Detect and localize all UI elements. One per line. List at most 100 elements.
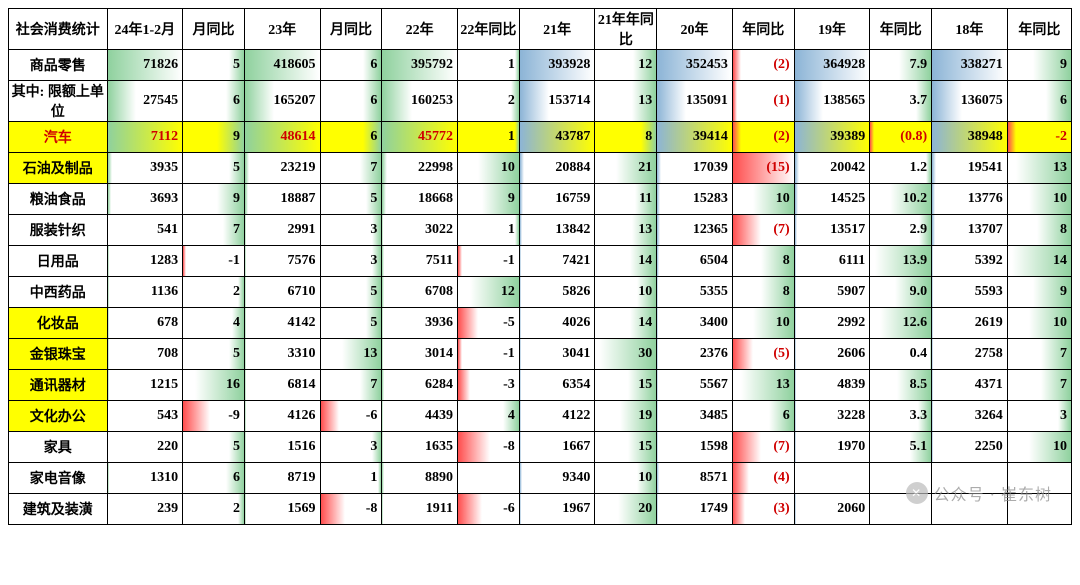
yoy-cell: 9: [183, 122, 245, 153]
yoy-cell: 8.5: [870, 370, 932, 401]
value-cell: [932, 463, 1008, 494]
value-cell: 20042: [794, 153, 870, 184]
table-row: 汽车7112948614645772143787839414(2)39389(0…: [9, 122, 1072, 153]
value-cell: 13842: [519, 215, 595, 246]
value-cell: 15283: [657, 184, 733, 215]
value-cell: 541: [107, 215, 183, 246]
yoy-cell: 10: [732, 184, 794, 215]
yoy-cell: (7): [732, 215, 794, 246]
value-cell: 27545: [107, 81, 183, 122]
column-header: 21年: [519, 9, 595, 50]
value-cell: 14525: [794, 184, 870, 215]
row-label: 金银珠宝: [9, 339, 108, 370]
value-cell: 8890: [382, 463, 458, 494]
yoy-cell: 7: [1007, 339, 1071, 370]
yoy-cell: 13: [595, 215, 657, 246]
yoy-cell: 5: [320, 308, 382, 339]
value-cell: 3400: [657, 308, 733, 339]
value-cell: 1667: [519, 432, 595, 463]
row-label: 建筑及装潢: [9, 494, 108, 525]
value-cell: 2250: [932, 432, 1008, 463]
value-cell: 1749: [657, 494, 733, 525]
value-cell: 160253: [382, 81, 458, 122]
yoy-cell: 1.2: [870, 153, 932, 184]
table-row: 粮油食品369391888751866891675911152831014525…: [9, 184, 1072, 215]
yoy-cell: (3): [732, 494, 794, 525]
yoy-cell: -8: [320, 494, 382, 525]
value-cell: 3041: [519, 339, 595, 370]
value-cell: 13776: [932, 184, 1008, 215]
value-cell: 18887: [244, 184, 320, 215]
value-cell: 136075: [932, 81, 1008, 122]
yoy-cell: -6: [457, 494, 519, 525]
column-header: 19年: [794, 9, 870, 50]
yoy-cell: (15): [732, 153, 794, 184]
yoy-cell: 3.7: [870, 81, 932, 122]
value-cell: 1598: [657, 432, 733, 463]
yoy-cell: [1007, 463, 1071, 494]
yoy-cell: -9: [183, 401, 245, 432]
value-cell: 1310: [107, 463, 183, 494]
yoy-cell: 3: [1007, 401, 1071, 432]
value-cell: 2992: [794, 308, 870, 339]
yoy-cell: 10: [1007, 184, 1071, 215]
row-label: 文化办公: [9, 401, 108, 432]
column-header: 年同比: [870, 9, 932, 50]
value-cell: 3022: [382, 215, 458, 246]
column-header: 22年同比: [457, 9, 519, 50]
value-cell: 18668: [382, 184, 458, 215]
yoy-cell: 12.6: [870, 308, 932, 339]
table-row: 家具2205151631635-81667151598(7)19705.1225…: [9, 432, 1072, 463]
value-cell: 6504: [657, 246, 733, 277]
value-cell: 4142: [244, 308, 320, 339]
yoy-cell: 8: [1007, 215, 1071, 246]
value-cell: 3310: [244, 339, 320, 370]
column-header: 社会消费统计: [9, 9, 108, 50]
yoy-cell: -6: [320, 401, 382, 432]
yoy-cell: 7: [1007, 370, 1071, 401]
value-cell: 678: [107, 308, 183, 339]
value-cell: 2606: [794, 339, 870, 370]
yoy-cell: 10: [1007, 432, 1071, 463]
value-cell: 5907: [794, 277, 870, 308]
yoy-cell: [870, 463, 932, 494]
value-cell: 8571: [657, 463, 733, 494]
value-cell: 3936: [382, 308, 458, 339]
table-row: 中西药品11362671056708125826105355859079.055…: [9, 277, 1072, 308]
consumption-stats-table: 社会消费统计24年1-2月月同比23年月同比22年22年同比21年21年年同比2…: [8, 8, 1072, 525]
row-label: 其中: 限额上单位: [9, 81, 108, 122]
value-cell: 71826: [107, 50, 183, 81]
yoy-cell: 5: [183, 50, 245, 81]
column-header: 月同比: [320, 9, 382, 50]
yoy-cell: 6: [1007, 81, 1071, 122]
yoy-cell: 14: [595, 308, 657, 339]
yoy-cell: 2: [457, 81, 519, 122]
row-label: 家具: [9, 432, 108, 463]
yoy-cell: (2): [732, 50, 794, 81]
value-cell: 135091: [657, 81, 733, 122]
row-label: 汽车: [9, 122, 108, 153]
yoy-cell: 13.9: [870, 246, 932, 277]
value-cell: 239: [107, 494, 183, 525]
yoy-cell: 10: [1007, 308, 1071, 339]
value-cell: 39389: [794, 122, 870, 153]
yoy-cell: [457, 463, 519, 494]
value-cell: 5826: [519, 277, 595, 308]
column-header: 年同比: [732, 9, 794, 50]
value-cell: 2991: [244, 215, 320, 246]
table-row: 日用品1283-1757637511-174211465048611113.95…: [9, 246, 1072, 277]
value-cell: 708: [107, 339, 183, 370]
value-cell: 4371: [932, 370, 1008, 401]
yoy-cell: 5: [320, 184, 382, 215]
value-cell: 13707: [932, 215, 1008, 246]
value-cell: 6814: [244, 370, 320, 401]
yoy-cell: 10.2: [870, 184, 932, 215]
value-cell: 43787: [519, 122, 595, 153]
yoy-cell: 20: [595, 494, 657, 525]
yoy-cell: 3: [320, 215, 382, 246]
column-header: 22年: [382, 9, 458, 50]
yoy-cell: 5: [183, 339, 245, 370]
yoy-cell: 8: [595, 122, 657, 153]
value-cell: [932, 494, 1008, 525]
value-cell: 2619: [932, 308, 1008, 339]
